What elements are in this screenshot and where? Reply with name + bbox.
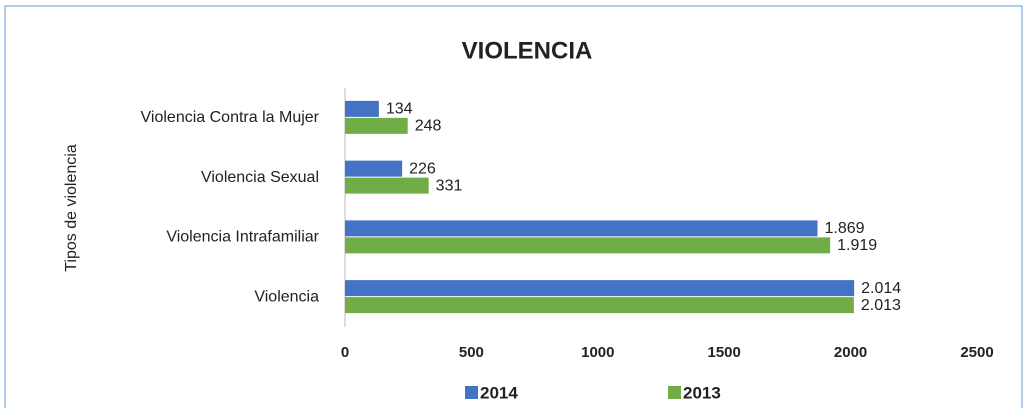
bar bbox=[345, 237, 831, 254]
legend-label: 2013 bbox=[683, 383, 721, 402]
y-tick-label: Violencia bbox=[254, 288, 319, 305]
y-tick-label: Violencia Sexual bbox=[201, 169, 319, 186]
x-tick-label: 0 bbox=[341, 344, 349, 361]
data-label: 248 bbox=[415, 118, 442, 135]
bar bbox=[345, 160, 403, 177]
y-tick-label: Violencia Intrafamiliar bbox=[166, 229, 319, 246]
legend-label: 2014 bbox=[480, 383, 518, 402]
y-axis-label: Tipos de violencia bbox=[63, 144, 80, 272]
bar bbox=[345, 280, 855, 297]
bar bbox=[345, 117, 408, 134]
x-tick-label: 2000 bbox=[834, 344, 867, 361]
data-label: 2.014 bbox=[861, 280, 901, 297]
data-label: 226 bbox=[409, 160, 436, 177]
bar bbox=[345, 177, 429, 194]
data-label: 331 bbox=[436, 177, 463, 194]
data-label: 2.013 bbox=[861, 297, 901, 314]
bar bbox=[345, 100, 379, 117]
bar bbox=[345, 220, 818, 237]
legend-swatch bbox=[465, 386, 478, 399]
x-tick-label: 1500 bbox=[708, 344, 741, 361]
data-label: 134 bbox=[386, 101, 413, 118]
chart-frame bbox=[4, 5, 1023, 413]
chart-title: VIOLENCIA bbox=[462, 37, 593, 64]
data-label: 1.869 bbox=[824, 220, 864, 237]
x-tick-label: 500 bbox=[459, 344, 484, 361]
data-label: 1.919 bbox=[837, 237, 877, 254]
x-tick-label: 1000 bbox=[581, 344, 614, 361]
bar bbox=[345, 297, 854, 314]
x-tick-label: 2500 bbox=[960, 344, 993, 361]
legend-swatch bbox=[668, 386, 681, 399]
y-tick-label: Violencia Contra la Mujer bbox=[141, 109, 320, 126]
